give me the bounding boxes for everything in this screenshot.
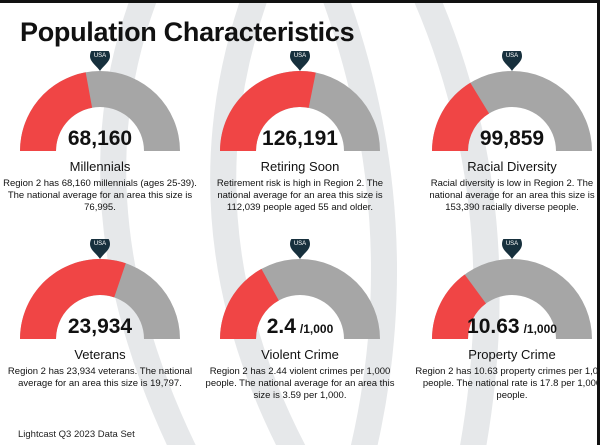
metric-value: 99,859 bbox=[480, 127, 544, 150]
gauge-value bbox=[432, 274, 486, 339]
value-text: 99,859 bbox=[480, 127, 544, 150]
pin-label: USA bbox=[94, 241, 106, 247]
metric-value: 10.63/1,000 bbox=[467, 315, 557, 338]
metric-card: USA 126,191 Retiring Soon Retirement risk i… bbox=[200, 51, 400, 214]
metric-description: Region 2 has 2.44 violent crimes per 1,0… bbox=[205, 366, 395, 401]
metric-card: USA 10.63/1,000 Property Crime Region 2 has… bbox=[412, 239, 600, 402]
gauge-value bbox=[20, 72, 93, 151]
gauge: USA 10.63/1,000 bbox=[432, 239, 592, 339]
metric-description: Racial diversity is low in Region 2. The… bbox=[429, 178, 595, 213]
gauge: USA 2.4/1,000 bbox=[220, 239, 380, 339]
value-text: 23,934 bbox=[68, 315, 133, 338]
pin-label: USA bbox=[94, 53, 106, 59]
pin-label: USA bbox=[506, 53, 518, 59]
gauge: USA 99,859 bbox=[432, 51, 592, 151]
national-pin bbox=[290, 239, 310, 259]
metric-label: Veterans bbox=[74, 347, 126, 362]
gauge-value bbox=[220, 71, 316, 151]
metric-card: USA 68,160 Millennials Region 2 has 68,160 … bbox=[0, 51, 200, 214]
value-text: 68,160 bbox=[68, 127, 132, 150]
metric-label: Retiring Soon bbox=[260, 159, 340, 174]
pin-label: USA bbox=[294, 241, 306, 247]
metric-label: Property Crime bbox=[468, 347, 556, 362]
gauge-value bbox=[20, 259, 126, 339]
value-text: 2.4 bbox=[267, 315, 297, 338]
metric-value: 2.4/1,000 bbox=[267, 315, 334, 338]
national-pin bbox=[502, 51, 522, 71]
metric-card: USA 99,859 Racial Diversity Racial diversit… bbox=[412, 51, 597, 214]
gauge: USA 23,934 bbox=[20, 239, 180, 339]
metric-value: 68,160 bbox=[68, 127, 132, 150]
metric-label: Millennials bbox=[69, 159, 131, 174]
metric-description: Region 2 has 10.63 property crimes per 1… bbox=[415, 366, 600, 401]
unit-text: /1,000 bbox=[524, 322, 558, 336]
metric-card: USA 2.4/1,000 Violent Crime Region 2 has 2.… bbox=[200, 239, 400, 402]
value-text: 10.63 bbox=[467, 315, 520, 338]
national-pin bbox=[90, 51, 110, 71]
metric-card: USA 23,934 Veterans Region 2 has 23,934 vet… bbox=[0, 239, 200, 390]
unit-text: /1,000 bbox=[300, 322, 334, 336]
metric-label: Violent Crime bbox=[261, 347, 339, 362]
pin-label: USA bbox=[506, 241, 518, 247]
background-pattern bbox=[100, 3, 500, 445]
gauge: USA 68,160 bbox=[20, 51, 180, 151]
metric-description: Region 2 has 23,934 veterans. The nation… bbox=[7, 366, 193, 389]
metric-description: Retirement risk is high in Region 2. The… bbox=[216, 178, 384, 213]
metric-value: 126,191 bbox=[262, 127, 338, 150]
metric-description: Region 2 has 68,160 millennials (ages 25… bbox=[3, 178, 197, 213]
gauge-value bbox=[220, 268, 279, 339]
metric-label: Racial Diversity bbox=[467, 159, 557, 174]
gauge-value bbox=[432, 82, 490, 151]
national-pin bbox=[502, 239, 522, 259]
national-pin bbox=[90, 239, 110, 259]
pin-label: USA bbox=[294, 53, 306, 59]
gauge: USA 126,191 bbox=[220, 51, 380, 151]
metric-value: 23,934 bbox=[68, 315, 133, 338]
title: Population Characteristics bbox=[20, 17, 355, 47]
footer: Lightcast Q3 2023 Data Set bbox=[18, 429, 135, 440]
value-text: 126,191 bbox=[262, 127, 338, 150]
national-pin bbox=[290, 51, 310, 71]
